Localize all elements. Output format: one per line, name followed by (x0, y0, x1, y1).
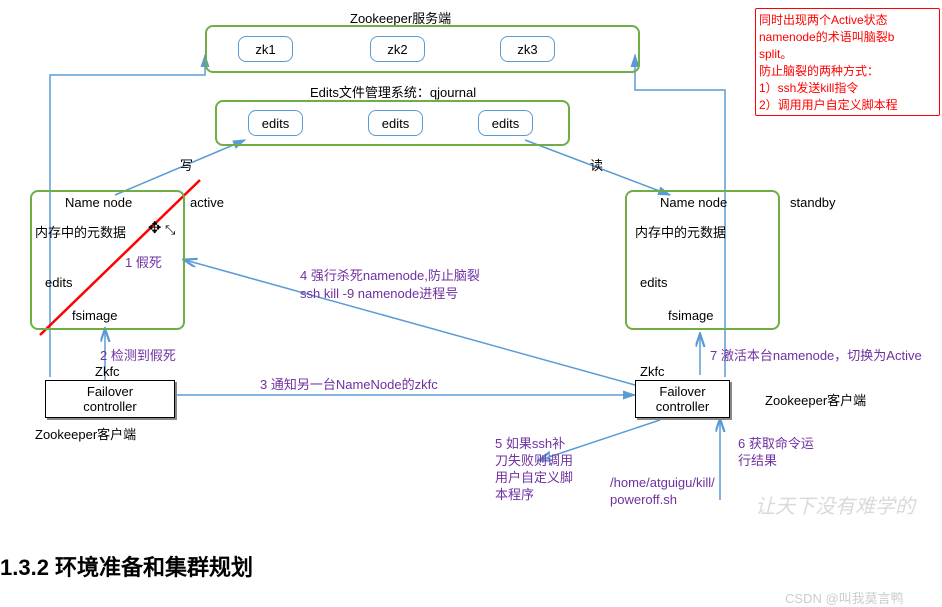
cursor-icon: ✥ (148, 218, 161, 238)
zkfc-left-l2: controller (83, 399, 136, 414)
io-write: 写 (180, 155, 193, 174)
step2: 2 检测到假死 (100, 345, 176, 364)
zkfc-right-l1: Failover (659, 384, 705, 399)
zkfc-left-below: Zookeeper客户端 (35, 424, 136, 443)
nn-left-l1: 内存中的元数据 (35, 222, 126, 241)
warn-l4: 防止脑裂的两种方式： (759, 62, 879, 79)
step4b: ssh kill -9 namenode进程号 (300, 283, 458, 302)
nn-right-l2: edits (640, 275, 667, 290)
section-heading: 1.3.2 环境准备和集群规划 (0, 550, 253, 582)
step6: 6 获取命令运 行结果 (738, 436, 814, 470)
warning-box: 同时出现两个Active状态 namenode的术语叫脑裂b split。 防止… (755, 8, 940, 116)
edits1: edits (248, 110, 303, 136)
step7: 7 激活本台namenode，切换为Active (710, 345, 922, 364)
step1: 1 假死 (125, 252, 162, 271)
nn-left-l3: fsimage (72, 308, 118, 323)
watermark-light: 让天下没有难学的 (755, 490, 915, 519)
step3: 3 通知另一台NameNode的zkfc (260, 374, 438, 393)
nn-right-title: Name node (660, 195, 727, 210)
nn-left-l2: edits (45, 275, 72, 290)
zk1: zk1 (238, 36, 293, 62)
nn-left-title: Name node (65, 195, 132, 210)
edits3: edits (478, 110, 533, 136)
zkfc-left-box: Failover controller (45, 380, 175, 418)
io-read: 读 (590, 155, 603, 174)
step-path: /home/atguigu/kill/ poweroff.sh (610, 475, 715, 509)
edits-title: Edits文件管理系统：qjournal (310, 82, 476, 101)
watermark-csdn: CSDN @叫我莫言鸭 (785, 588, 904, 607)
edits2: edits (368, 110, 423, 136)
nn-right-state: standby (790, 195, 836, 210)
step4a: 4 强行杀死namenode,防止脑裂 (300, 265, 480, 284)
zkfc-right-box: Failover controller (635, 380, 730, 418)
zkfc-right-top: Zkfc (640, 364, 665, 379)
warn-l2: namenode的术语叫脑裂b (759, 28, 894, 45)
warn-l6: 2）调用用户自定义脚本程 (759, 96, 898, 113)
warn-l1: 同时出现两个Active状态 (759, 11, 888, 28)
zkfc-right-l2: controller (656, 399, 709, 414)
step5: 5 如果ssh补 刀失败则调用 用户自定义脚 本程序 (495, 436, 573, 504)
nn-right-l1: 内存中的元数据 (635, 222, 726, 241)
warn-l3: split。 (759, 45, 792, 62)
zk3: zk3 (500, 36, 555, 62)
zk2: zk2 (370, 36, 425, 62)
zkfc-left-top: Zkfc (95, 364, 120, 379)
nn-right-l3: fsimage (668, 308, 714, 323)
zkfc-right-label: Zookeeper客户端 (765, 390, 866, 409)
warn-l5: 1）ssh发送kill指令 (759, 79, 858, 96)
nn-left-state: active (190, 195, 224, 210)
zkfc-left-l1: Failover (87, 384, 133, 399)
move-icon: ⤡ (165, 222, 175, 238)
